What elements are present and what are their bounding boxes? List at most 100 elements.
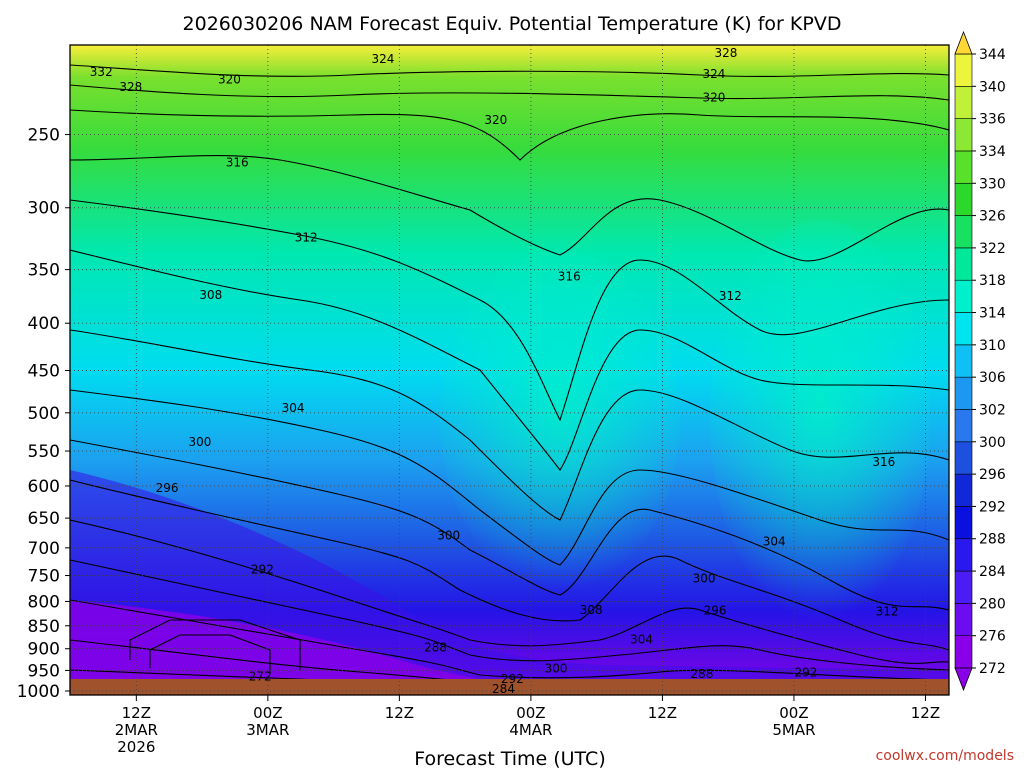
y-tick-label: 600 <box>28 477 60 497</box>
contour-label: 272 <box>249 670 272 684</box>
contour-label-text: 296 <box>156 481 179 495</box>
contour-label-text: 308 <box>580 603 603 617</box>
contour-label: 288 <box>424 640 447 654</box>
plot-area: 332 328 320 324 320 328 324 320 316 312 308 316 312 3… <box>70 45 949 696</box>
contour-label-text: 300 <box>545 662 568 676</box>
contour-label-text: 288 <box>424 640 447 654</box>
colorbar-segment <box>954 441 973 475</box>
colorbar-label: 302 <box>979 402 1006 418</box>
y-tick-label: 400 <box>28 314 60 334</box>
contour-label: 320 <box>702 91 725 105</box>
colorbar-segment <box>954 312 973 346</box>
colorbar-label: 296 <box>979 467 1006 483</box>
y-tick-label: 1000 <box>17 682 60 702</box>
x-axis-label: Forecast Time (UTC) <box>414 748 605 768</box>
contour-label: 300 <box>693 572 716 586</box>
y-axis-ticks: 250 300 350 400 450 500 550 600 650 700 750 800 850 9… <box>17 126 70 702</box>
contour-label-text: 272 <box>249 670 272 684</box>
colorbar-label: 288 <box>979 532 1006 548</box>
credit-text: coolwx.com/models <box>876 748 1014 764</box>
contour-label: 304 <box>630 633 653 647</box>
x-tick-label: 12Z <box>385 704 414 722</box>
colorbar-label: 340 <box>979 79 1006 95</box>
colorbar-label: 334 <box>979 144 1006 160</box>
contour-label-text: 316 <box>226 155 249 169</box>
colorbar-segment <box>954 376 973 410</box>
x-tick-label: 12Z <box>648 704 677 722</box>
x-tick-label: 3MAR <box>246 721 289 739</box>
x-tick-label: 2026 <box>117 738 155 756</box>
y-tick-label: 350 <box>28 261 60 281</box>
colorbar-bottom-arrow <box>954 667 973 692</box>
colorbar-segment <box>954 506 973 540</box>
cold-core-shading <box>70 600 520 690</box>
contour-label-text: 304 <box>282 401 305 415</box>
contour-label-text: 304 <box>763 534 786 548</box>
y-tick-label: 650 <box>28 509 60 529</box>
colorbar-segment <box>954 247 973 281</box>
contour-label: 316 <box>226 155 249 169</box>
colorbar-label: 272 <box>979 661 1006 677</box>
contour-label-text: 328 <box>715 46 738 60</box>
contour-label: 324 <box>702 67 725 81</box>
contour-label-text: 296 <box>704 603 727 617</box>
contour-label: 316 <box>558 269 581 283</box>
contour-label-text: 300 <box>693 572 716 586</box>
contour-label-text: 292 <box>795 666 818 680</box>
contour-label: 292 <box>251 563 274 577</box>
colorbar-segment <box>954 473 973 507</box>
y-tick-label: 450 <box>28 361 60 381</box>
colorbar-segment <box>954 635 973 669</box>
contour-label: 292 <box>501 672 524 686</box>
contour-label: 300 <box>437 529 460 543</box>
colorbar-segment <box>954 150 973 184</box>
x-tick-label: 00Z <box>779 704 808 722</box>
colorbar-label: 292 <box>979 499 1006 515</box>
colorbar-label: 306 <box>979 370 1006 386</box>
colorbar-label: 344 <box>979 47 1006 63</box>
colorbar-label: 280 <box>979 596 1006 612</box>
contour-label-text: 300 <box>188 435 211 449</box>
colorbar-label: 276 <box>979 629 1006 645</box>
contour-label: 324 <box>371 52 394 66</box>
colorbar-label: 310 <box>979 338 1006 354</box>
chart-title: 2026030206 NAM Forecast Equiv. Potential… <box>183 13 842 35</box>
contour-label: 328 <box>715 46 738 60</box>
contour-label: 312 <box>719 289 742 303</box>
dry-tongue-shading-right <box>710 220 930 620</box>
y-tick-label: 500 <box>28 404 60 424</box>
contour-label-text: 316 <box>558 269 581 283</box>
contour-label: 320 <box>218 73 241 87</box>
colorbar-segment <box>954 215 973 249</box>
contour-label-text: 304 <box>630 633 653 647</box>
contour-label-text: 288 <box>690 667 713 681</box>
contour-label-text: 284 <box>492 682 515 696</box>
contour-label-text: 300 <box>437 529 460 543</box>
x-tick-label: 12Z <box>911 704 940 722</box>
contour-label-text: 308 <box>199 288 222 302</box>
colorbar-segment <box>954 344 973 378</box>
colorbar-label: 330 <box>979 176 1006 192</box>
x-tick-label: 12Z <box>122 704 151 722</box>
colorbar-segment <box>954 570 973 604</box>
contour-label-text: 324 <box>371 52 394 66</box>
colorbar-segment <box>954 279 973 313</box>
colorbar-label: 318 <box>979 273 1006 289</box>
y-tick-label: 750 <box>28 567 60 587</box>
contour-label: 308 <box>199 288 222 302</box>
contour-label-text: 320 <box>218 73 241 87</box>
contour-label-text: 320 <box>484 113 507 127</box>
contour-labels: 332 328 320 324 320 328 324 320 316 312 308 316 312 3… <box>90 46 899 696</box>
contour-label-text: 324 <box>702 67 725 81</box>
contour-label: 296 <box>156 481 179 495</box>
colorbar-segment <box>954 118 973 152</box>
colorbar-segment <box>954 182 973 216</box>
contour-label: 320 <box>484 113 507 127</box>
colorbar-label: 322 <box>979 241 1006 257</box>
y-tick-label: 950 <box>28 661 60 681</box>
x-tick-label: 00Z <box>516 704 545 722</box>
y-tick-label: 800 <box>28 592 60 612</box>
contour-label-text: 328 <box>119 80 142 94</box>
contour-label: 312 <box>295 230 318 244</box>
